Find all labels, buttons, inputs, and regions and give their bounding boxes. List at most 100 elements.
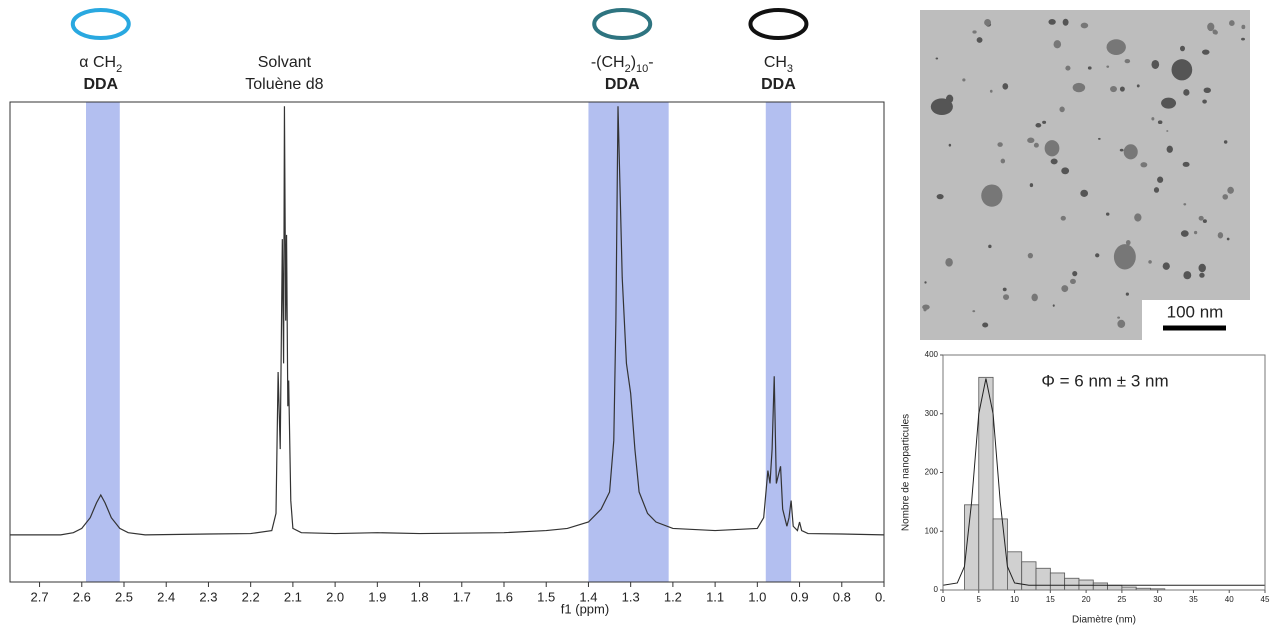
y-axis-label: Nombre de nanoparticules (901, 414, 912, 531)
particle (1110, 86, 1117, 93)
x-tick-label: 45 (1261, 595, 1270, 604)
particle (1072, 270, 1078, 277)
histogram-bar (1092, 582, 1108, 591)
label-part: 2 (116, 63, 122, 75)
annotation-label: -(CH2)10- (591, 54, 654, 75)
annotation-label: CH3 (764, 54, 793, 75)
particle (1070, 278, 1076, 285)
x-tick-label: 20 (1082, 595, 1091, 604)
particle (1042, 120, 1047, 124)
histogram-bar (1035, 567, 1051, 591)
particle (1002, 287, 1007, 292)
annotation-ring (70, 8, 131, 40)
label-part: Solvant (258, 54, 312, 71)
histogram-bar (992, 518, 1008, 591)
particle (997, 142, 1003, 147)
particle (935, 57, 939, 60)
particle (1119, 148, 1124, 152)
annotation-ring (748, 8, 809, 40)
highlight-band (765, 102, 792, 582)
label-part: α CH (79, 54, 116, 71)
particle (1065, 65, 1071, 71)
label-part: ) (631, 54, 636, 71)
particle (1201, 49, 1210, 55)
particle (1033, 142, 1039, 148)
x-tick-label: 2.0 (326, 589, 344, 604)
annotation-ring (592, 8, 653, 40)
particle (1183, 271, 1192, 280)
particle (1031, 293, 1038, 302)
particle (972, 310, 976, 313)
label-part: CH (764, 54, 787, 71)
particle (1061, 285, 1069, 293)
particle (936, 194, 944, 200)
particle (1117, 319, 1126, 328)
particle (1161, 97, 1177, 109)
x-tick-label: 1.8 (411, 589, 429, 604)
x-tick-label: 2.3 (199, 589, 217, 604)
particle (1027, 252, 1034, 259)
particle (981, 184, 1003, 207)
x-tick-label: 5 (977, 595, 982, 604)
x-tick-label: 1.5 (537, 589, 555, 604)
particle (1198, 215, 1204, 221)
y-tick-label: 400 (925, 350, 939, 359)
particle (1053, 40, 1062, 49)
particle (1052, 304, 1055, 307)
x-tick-label: 0.9 (791, 589, 809, 604)
y-tick-label: 100 (925, 526, 939, 535)
particle (1148, 260, 1152, 264)
particle (930, 98, 953, 116)
particle (984, 18, 992, 26)
particle (1217, 232, 1224, 239)
particle (1119, 86, 1125, 92)
particle (1029, 183, 1034, 188)
particle (1125, 292, 1129, 296)
particle (1162, 262, 1170, 270)
particle (1134, 213, 1142, 222)
tem-image (920, 10, 1250, 340)
x-tick-label: 1.7 (453, 589, 471, 604)
particle (1048, 19, 1056, 25)
particle (1193, 230, 1198, 235)
annotation-sublabel: DDA (605, 76, 640, 93)
particle (1027, 137, 1035, 144)
x-tick-label: 1.4 (579, 589, 597, 604)
particle (1003, 294, 1010, 300)
label-part: - (648, 54, 653, 71)
particle (1183, 203, 1187, 206)
label-part: 10 (636, 63, 648, 75)
label-part: 2 (625, 63, 631, 75)
scale-bar-label: 100 nm (1167, 302, 1224, 321)
particle (1241, 37, 1245, 41)
particle (1080, 22, 1089, 29)
histogram-bar (978, 376, 994, 591)
particle (1179, 45, 1185, 52)
particles (922, 18, 1246, 328)
particle (1125, 240, 1131, 246)
x-tick-label: 30 (1153, 595, 1162, 604)
particle (1157, 176, 1164, 183)
x-tick-label: 15 (1046, 595, 1055, 604)
x-axis-label: f1 (ppm) (561, 601, 609, 616)
particle (1072, 82, 1086, 93)
x-tick-label: 40 (1225, 595, 1234, 604)
particle (922, 304, 930, 310)
particle (1106, 65, 1110, 68)
x-tick-label: 1.6 (495, 589, 513, 604)
x-tick-label: 1.0 (748, 589, 766, 604)
scale-bar-box (1142, 300, 1250, 340)
particle (976, 37, 983, 43)
particle (1044, 140, 1060, 157)
particle (1182, 161, 1190, 167)
particle (1223, 140, 1228, 144)
particle (1222, 194, 1229, 200)
particle (972, 30, 977, 34)
x-tick-label: 2.7 (31, 589, 49, 604)
particle (1062, 18, 1069, 26)
annotation-sublabel: DDA (83, 76, 118, 93)
particle (1157, 120, 1163, 125)
x-tick-label: 1.9 (368, 589, 386, 604)
particle (1124, 59, 1131, 64)
